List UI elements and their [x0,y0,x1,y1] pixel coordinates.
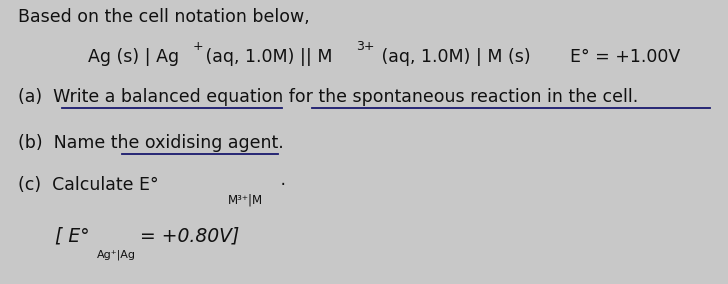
Text: (a)  Write a balanced equation for the spontaneous reaction in the cell.: (a) Write a balanced equation for the sp… [18,88,638,106]
Text: = +0.80V]: = +0.80V] [140,227,240,246]
Text: 3+: 3+ [356,40,374,53]
Text: Based on the cell notation below,: Based on the cell notation below, [18,8,309,26]
Text: (aq, 1.0M) || M: (aq, 1.0M) || M [200,48,333,66]
Text: (c)  Calculate E°: (c) Calculate E° [18,176,159,194]
Text: +: + [193,40,204,53]
Text: ·: · [275,176,286,194]
Text: Ag (s) | Ag: Ag (s) | Ag [88,48,179,66]
Text: M³⁺|M: M³⁺|M [228,194,263,207]
Text: (aq, 1.0M) | M (s): (aq, 1.0M) | M (s) [376,48,531,66]
Text: (b)  Name the oxidising agent.: (b) Name the oxidising agent. [18,134,284,152]
Text: E° = +1.00V: E° = +1.00V [570,48,680,66]
Text: [ E°: [ E° [55,227,90,246]
Text: Ag⁺|Ag: Ag⁺|Ag [97,249,136,260]
